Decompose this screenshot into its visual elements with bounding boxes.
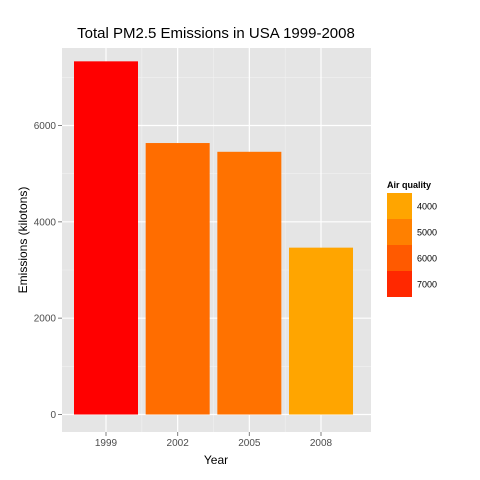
bars [74, 61, 354, 415]
bar-2002 [145, 143, 210, 415]
y-tick-label: 0 [50, 410, 56, 421]
chart-title: Total PM2.5 Emissions in USA 1999-2008 [77, 25, 355, 42]
legend-keys: 4000 5000 6000 7000 [387, 193, 437, 297]
y-tick-label: 2000 [34, 314, 57, 325]
bar-2005 [217, 151, 282, 415]
legend-swatch [387, 193, 412, 219]
legend-label: 4000 [417, 202, 437, 212]
legend-title: Air quality [387, 180, 431, 190]
x-tick-label: 2005 [238, 438, 261, 449]
y-axis-title: Emissions (kilotons) [16, 187, 30, 294]
legend-label: 5000 [417, 228, 437, 238]
y-tick-label: 6000 [34, 121, 57, 132]
legend-label: 6000 [417, 254, 437, 264]
legend-label: 7000 [417, 280, 437, 290]
x-tick-label: 2008 [310, 438, 333, 449]
bar-1999 [74, 61, 138, 415]
x-tick-label: 1999 [95, 438, 118, 449]
x-tick-label: 2002 [167, 438, 190, 449]
legend: Air quality 4000 5000 6000 7000 [387, 180, 437, 297]
bar-2008 [289, 247, 354, 415]
legend-swatch [387, 245, 412, 271]
y-tick-label: 4000 [34, 217, 57, 228]
x-axis: 1999 2002 2005 2008 [95, 432, 333, 449]
legend-swatch [387, 271, 412, 297]
legend-swatch [387, 219, 412, 245]
y-axis: 0 2000 4000 6000 [34, 121, 62, 421]
x-axis-title: Year [204, 453, 228, 467]
